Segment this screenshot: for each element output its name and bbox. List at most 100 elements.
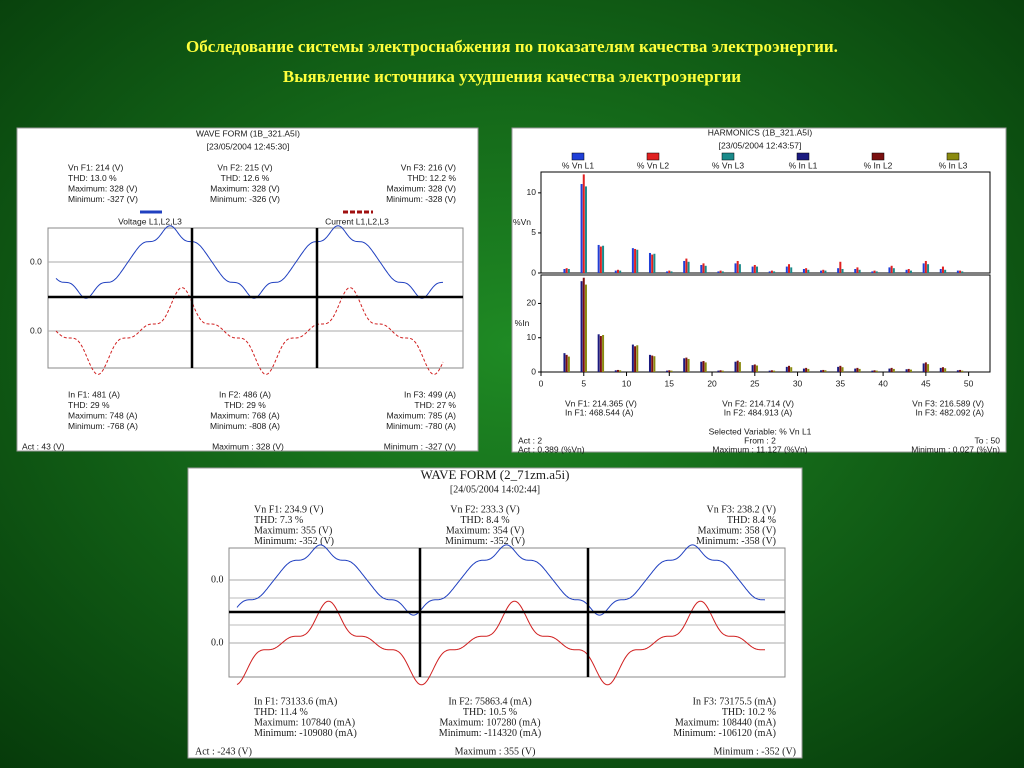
- reading: THD: 7.3 %: [254, 515, 303, 526]
- legend-swatch: [796, 152, 810, 161]
- legend-label: % In L1: [789, 160, 818, 170]
- bar: [700, 361, 703, 372]
- legend-label: Current L1,L2,L3: [325, 216, 389, 226]
- bar: [599, 336, 602, 372]
- bar: [785, 366, 788, 372]
- reading: Maximum: 108440 (mA): [675, 717, 776, 728]
- bar: [599, 246, 602, 273]
- bar: [753, 264, 756, 273]
- reading: Maximum: 328 (V): [68, 183, 138, 193]
- reading: In F2: 484.913 (A): [724, 407, 793, 417]
- bar: [856, 367, 859, 372]
- reading: THD: 8.4 %: [460, 515, 509, 526]
- content: Обследование системы электроснабжения по…: [22, 37, 1000, 757]
- status: Act : 43 (V): [22, 441, 65, 451]
- bar: [670, 370, 673, 372]
- slide-title: Обследование системы электроснабжения по…: [186, 37, 838, 56]
- bar: [721, 271, 724, 273]
- x-tick-label: 30: [793, 378, 803, 388]
- bar: [653, 356, 656, 372]
- bar: [856, 267, 859, 273]
- x-tick-label: 0: [539, 378, 544, 388]
- reading: Minimum: -358 (V): [696, 536, 776, 547]
- reading: In F3: 499 (A): [404, 389, 456, 399]
- bar: [616, 269, 619, 273]
- zero-label: 0.0: [30, 256, 42, 266]
- bar: [634, 346, 637, 372]
- legend-swatch: [571, 152, 585, 161]
- bar: [873, 270, 876, 273]
- bar: [653, 253, 656, 273]
- reading: In F1: 73133.6 (mA): [254, 696, 337, 707]
- selected-info: Selected Variable: % Vn L1: [709, 426, 812, 436]
- bar: [614, 270, 617, 273]
- bar: [597, 334, 600, 372]
- bar: [905, 369, 908, 372]
- legend-label: % In L3: [939, 160, 968, 170]
- bar: [704, 362, 707, 372]
- reading: Vn F3: 216.589 (V): [912, 398, 984, 408]
- bar: [888, 267, 891, 273]
- reading: Minimum: -352 (V): [445, 536, 525, 547]
- x-tick-label: 25: [750, 378, 760, 388]
- bar: [822, 369, 825, 372]
- legend-label: % Vn L1: [562, 160, 594, 170]
- legend-swatch: [646, 152, 660, 161]
- bar: [700, 264, 703, 273]
- reading: Minimum: -114320 (mA): [439, 728, 541, 739]
- bar: [756, 266, 759, 273]
- bar: [602, 334, 605, 372]
- bar: [582, 174, 585, 273]
- bar: [841, 268, 844, 273]
- bar: [685, 357, 688, 372]
- reading: Vn F1: 214 (V): [68, 162, 123, 172]
- reading: THD: 12.2 %: [407, 173, 456, 183]
- waveform: [236, 600, 765, 686]
- bar: [824, 370, 827, 372]
- bar: [871, 370, 874, 372]
- y-tick-label: 0: [531, 366, 536, 376]
- bar: [909, 369, 912, 372]
- bar: [944, 269, 947, 273]
- bar: [941, 367, 944, 372]
- reading: Maximum: 748 (A): [68, 410, 138, 420]
- bar: [956, 370, 959, 372]
- y-tick-label: 10: [527, 332, 537, 342]
- bar: [756, 365, 759, 372]
- status: Act : 0.389 (%Vn): [518, 444, 585, 454]
- bar: [924, 260, 927, 273]
- slide-subtitle: Выявление источника ухудшения качества э…: [283, 67, 741, 86]
- bar: [567, 356, 570, 372]
- reading: Minimum: -808 (A): [210, 421, 280, 431]
- bar: [768, 271, 771, 273]
- reading: Vn F3: 216 (V): [401, 162, 456, 172]
- zero-label: 0.0: [30, 325, 42, 335]
- legend-label: % Vn L2: [637, 160, 669, 170]
- y-tick-label: 20: [527, 298, 537, 308]
- bar: [961, 271, 964, 273]
- bar: [768, 370, 771, 372]
- status: Minimum : -352 (V): [714, 746, 797, 757]
- bar: [717, 370, 720, 372]
- bar: [802, 268, 805, 273]
- bar: [734, 263, 737, 273]
- bar: [770, 270, 773, 273]
- bar: [890, 367, 893, 372]
- reading: In F2: 75863.4 (mA): [448, 696, 531, 707]
- bar: [888, 368, 891, 372]
- bar: [890, 265, 893, 273]
- x-tick-label: 35: [836, 378, 846, 388]
- reading: Maximum: 358 (V): [698, 525, 776, 536]
- bar: [892, 268, 895, 273]
- bar: [687, 358, 690, 372]
- status: Minimum : -327 (V): [384, 441, 456, 451]
- bar: [822, 269, 825, 273]
- plot-area: [540, 171, 991, 274]
- bar: [805, 367, 808, 372]
- bar: [790, 267, 793, 273]
- bar: [837, 268, 840, 273]
- bar: [922, 363, 925, 372]
- legend-swatch: [946, 152, 960, 161]
- x-tick-label: 50: [964, 378, 974, 388]
- bar: [788, 365, 791, 372]
